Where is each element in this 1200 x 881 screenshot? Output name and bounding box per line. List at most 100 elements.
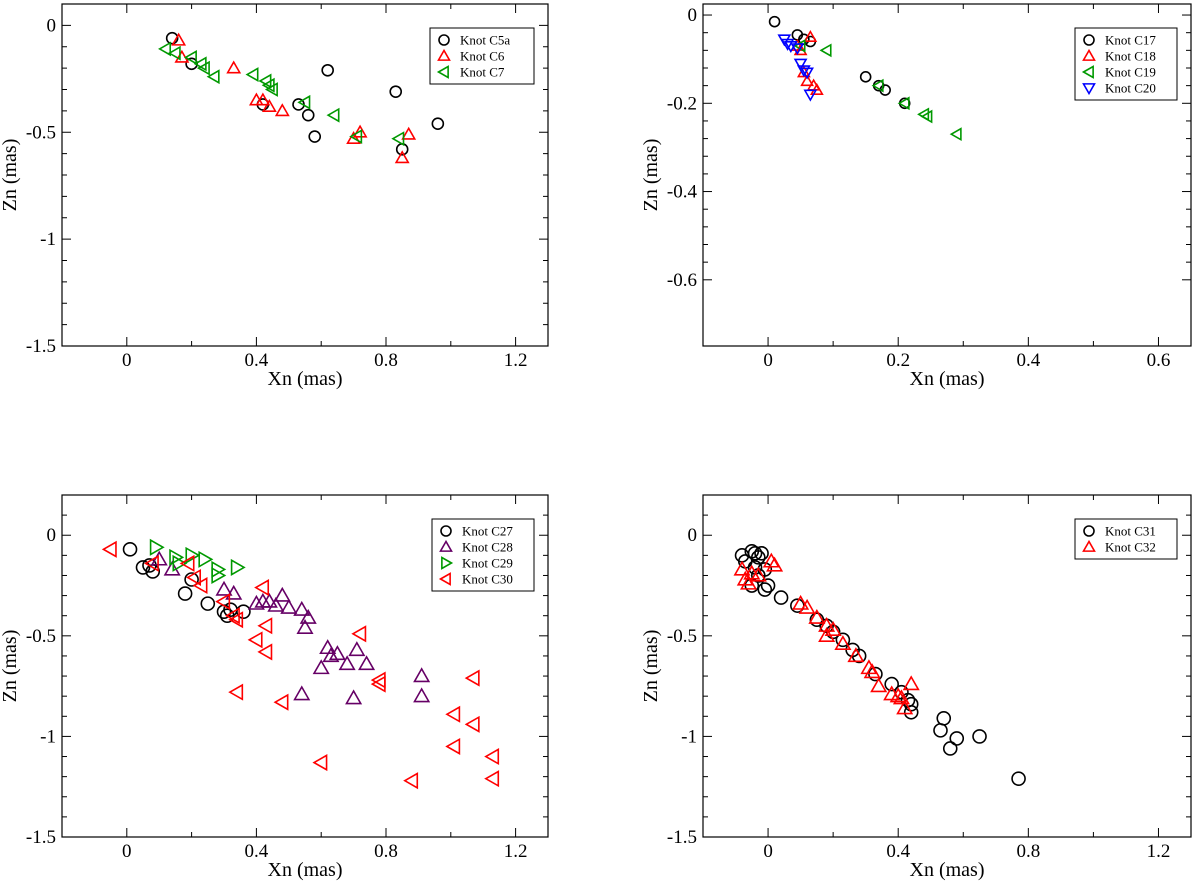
- legend-box: [431, 518, 535, 592]
- data-point: [796, 65, 811, 78]
- data-point: [358, 655, 376, 671]
- panel-3: 0 0.4 0.8 1.2 0 -0.5 -1 -1.5 Xn (mas) Zn (mas) Kno…: [0, 494, 549, 881]
- y-tick-label: -0.5: [26, 122, 56, 143]
- y-tick-label: 0: [688, 525, 698, 546]
- legend-entry: Knot C31: [1105, 524, 1156, 539]
- data-point: [484, 748, 500, 766]
- legend-marker: [1082, 48, 1096, 61]
- data-point: [346, 131, 362, 144]
- x-tick-label: 0.8: [1016, 841, 1040, 862]
- data-point: [352, 124, 368, 138]
- x-tick-label: 1.2: [504, 841, 528, 862]
- data-point: [863, 663, 881, 679]
- data-point: [870, 677, 888, 693]
- data-point: [484, 770, 500, 788]
- data-point: [780, 38, 795, 51]
- data-point: [257, 617, 273, 635]
- data-point: [936, 711, 952, 726]
- legend-marker: [1083, 525, 1095, 537]
- data-point: [254, 579, 270, 597]
- data-point: [920, 109, 933, 124]
- data-point: [903, 704, 919, 720]
- panel-2: 0 0.2 0.4 0.6 0 -0.2 -0.4 -0.6 Xn (mas) Zn (mas) K…: [640, 3, 1192, 390]
- y-tick-label: -1: [681, 726, 697, 747]
- panel-1: 0 0.4 0.8 1.2 0 -0.5 -1 -1.5 Xn (mas) Zn (mas) Kno…: [0, 3, 549, 390]
- data-point: [389, 85, 403, 98]
- data-point: [949, 127, 962, 142]
- data-point: [818, 617, 836, 632]
- data-point: [143, 554, 159, 572]
- data-point: [228, 683, 244, 701]
- y-tick-label: -0.6: [667, 270, 697, 291]
- data-point: [445, 737, 461, 755]
- y-tick-label: -1.5: [667, 827, 697, 848]
- x-tick-label: 0: [122, 841, 132, 862]
- data-point: [348, 641, 366, 657]
- data-point: [273, 586, 291, 602]
- data-point: [338, 655, 356, 671]
- legend-entry: Knot C32: [1105, 540, 1156, 555]
- data-point: [760, 578, 776, 593]
- x-tick-label: 1.2: [504, 350, 528, 371]
- legend-marker: [437, 48, 451, 61]
- data-point: [747, 546, 763, 561]
- legend-marker: [1082, 83, 1096, 96]
- data-point: [211, 566, 227, 584]
- data-point: [889, 687, 907, 703]
- data-point: [349, 129, 363, 144]
- data-point: [255, 92, 271, 106]
- data-point: [884, 676, 899, 692]
- data-point: [370, 675, 386, 693]
- x-tick-label: 0: [763, 350, 773, 371]
- legend-box: [1074, 518, 1178, 560]
- legend-entry: Knot C28: [462, 540, 513, 555]
- y-axis-label: Zn (mas): [0, 630, 21, 703]
- data-point: [228, 611, 244, 629]
- y-tick-label: -1: [40, 229, 56, 250]
- data-point: [165, 31, 179, 45]
- data-point: [328, 645, 346, 661]
- x-tick-label: 1.2: [1147, 841, 1171, 862]
- legend-entry: Knot C29: [462, 556, 513, 571]
- data-point: [274, 103, 290, 117]
- data-point: [179, 554, 195, 572]
- data-point: [167, 45, 181, 61]
- legend-marker: [1082, 539, 1096, 552]
- data-point: [892, 689, 910, 705]
- data-point: [740, 574, 758, 590]
- x-tick-label: 0.4: [245, 350, 269, 371]
- data-point: [751, 550, 766, 565]
- series-2: [171, 32, 417, 164]
- legend-marker: [439, 539, 453, 552]
- data-point: [792, 594, 810, 610]
- data-point: [933, 723, 948, 738]
- data-point: [299, 608, 317, 624]
- x-tick-label: 0.4: [1016, 350, 1040, 371]
- legend-marker: [441, 556, 454, 570]
- panel-4: 0 0.4 0.8 1.2 0 -0.5 -1 -1.5 Xn (mas) Zn (mas) Kno…: [640, 494, 1192, 881]
- y-tick-label: -1: [40, 726, 56, 747]
- legend-entry: Knot C7: [460, 65, 505, 80]
- legend-entry: Knot C6: [460, 49, 505, 64]
- series-4: [101, 540, 500, 790]
- data-point: [226, 60, 242, 74]
- y-axis-label: Zn (mas): [640, 630, 662, 703]
- data-point: [762, 552, 780, 568]
- plot-frame: [702, 494, 1192, 838]
- plot-frame: [61, 494, 549, 838]
- y-tick-label: -0.4: [667, 182, 698, 203]
- y-tick-label: -1.5: [26, 827, 56, 848]
- data-point: [351, 625, 367, 643]
- y-axis-label: Zn (mas): [0, 139, 21, 212]
- data-point: [949, 731, 965, 746]
- data-point: [834, 635, 852, 651]
- data-point: [871, 78, 884, 93]
- legend-entry: Knot C17: [1105, 33, 1156, 48]
- data-point: [793, 43, 808, 56]
- series-1: [165, 31, 445, 156]
- data-point: [171, 32, 187, 46]
- x-tick-label: 0.4: [886, 841, 910, 862]
- data-point: [257, 643, 273, 661]
